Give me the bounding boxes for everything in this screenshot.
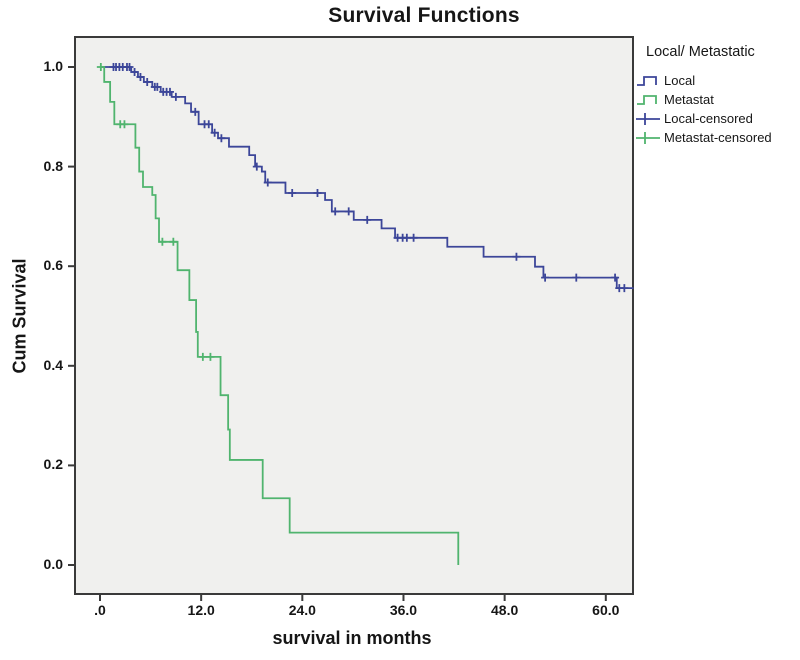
plot-svg bbox=[68, 36, 634, 601]
censor-mark-local bbox=[331, 207, 340, 216]
censor-mark-local bbox=[136, 72, 145, 81]
censor-mark-local bbox=[363, 215, 372, 224]
x-tick-label: 48.0 bbox=[491, 602, 519, 618]
chart-title: Survival Functions bbox=[328, 4, 520, 27]
censor-mark-local bbox=[288, 188, 297, 197]
censor-mark-local bbox=[611, 273, 620, 282]
plus-censor-icon bbox=[636, 112, 660, 125]
y-tick-label: 0.8 bbox=[43, 157, 63, 174]
y-tick-label: 0.4 bbox=[43, 356, 63, 373]
censor-mark-metastat bbox=[169, 237, 178, 246]
step-line-icon bbox=[637, 94, 657, 105]
censor-mark-local bbox=[171, 92, 180, 101]
x-tick-label: 24.0 bbox=[288, 602, 316, 618]
censor-mark-local bbox=[572, 273, 581, 282]
censor-mark-local bbox=[252, 162, 261, 171]
legend-items: Local Metastat Local-censored Metastat-cens… bbox=[636, 71, 772, 147]
legend-item: Metastat-censored bbox=[636, 128, 772, 147]
legend-item: Local bbox=[636, 71, 772, 90]
censor-mark-metastat bbox=[158, 237, 167, 246]
censor-mark-metastat bbox=[206, 352, 215, 361]
plus-censor-icon bbox=[636, 131, 660, 144]
censor-mark-local bbox=[313, 188, 322, 197]
censor-mark-metastat bbox=[96, 63, 105, 71]
censor-mark-local bbox=[210, 128, 219, 137]
legend: Local/ Metastatic Local Metastat Local-cen… bbox=[636, 44, 772, 147]
censor-mark-local bbox=[130, 67, 139, 76]
censor-mark-local bbox=[402, 233, 411, 242]
plot-area bbox=[74, 36, 634, 595]
x-tick-label: .0 bbox=[94, 602, 106, 618]
y-tick-label: 0.2 bbox=[43, 456, 63, 473]
censor-mark-local bbox=[125, 63, 134, 71]
x-tick-label: 60.0 bbox=[592, 602, 620, 618]
legend-item: Metastat bbox=[636, 90, 772, 109]
censor-mark-local bbox=[344, 207, 353, 216]
x-tick-label: 12.0 bbox=[187, 602, 215, 618]
x-tick-label: 36.0 bbox=[389, 602, 418, 618]
y-tick-label: 0.6 bbox=[43, 257, 63, 274]
step-line-icon bbox=[637, 75, 657, 86]
legend-item-label: Metastat bbox=[664, 92, 714, 107]
censor-mark-local bbox=[191, 107, 200, 116]
censor-mark-local bbox=[217, 134, 226, 143]
censor-mark-metastat bbox=[120, 120, 129, 129]
censor-mark-local bbox=[263, 178, 272, 187]
legend-item-label: Local bbox=[664, 73, 696, 88]
y-tick-label: 1.0 bbox=[43, 58, 63, 74]
censor-mark-local bbox=[143, 77, 152, 86]
legend-item: Local-censored bbox=[636, 109, 772, 128]
censor-mark-local bbox=[165, 87, 174, 96]
censor-mark-local bbox=[541, 273, 550, 282]
legend-item-label: Metastat-censored bbox=[664, 130, 772, 145]
censor-mark-local bbox=[512, 252, 521, 261]
censor-mark-local bbox=[620, 284, 629, 293]
y-tick-label: 0.0 bbox=[43, 556, 63, 572]
censor-mark-local bbox=[409, 233, 418, 242]
legend-title: Local/ Metastatic bbox=[646, 44, 755, 60]
censor-mark-metastat bbox=[198, 352, 207, 361]
censor-mark-local bbox=[153, 82, 162, 91]
censor-mark-local bbox=[204, 120, 213, 129]
legend-item-label: Local-censored bbox=[664, 111, 753, 126]
x-axis-label: survival in months bbox=[272, 628, 432, 648]
